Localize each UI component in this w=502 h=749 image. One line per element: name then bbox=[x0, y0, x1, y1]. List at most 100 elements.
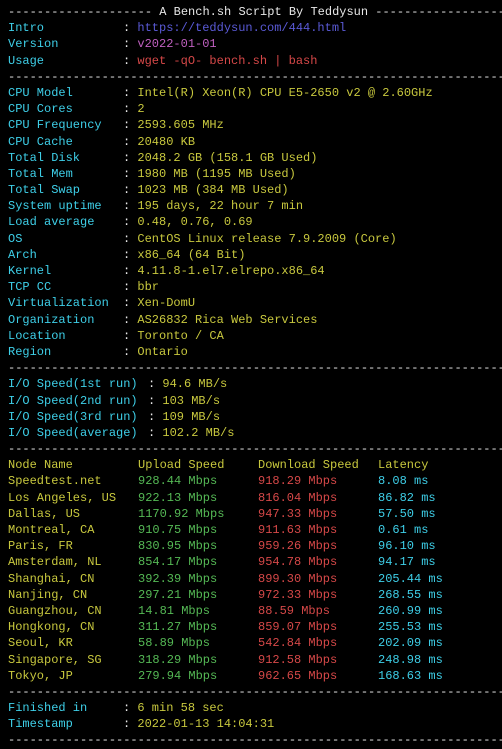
sys-label: Virtualization bbox=[8, 295, 123, 311]
speed-latency: 8.08 ms bbox=[378, 473, 428, 489]
speed-download: 899.30 Mbps bbox=[258, 571, 378, 587]
speed-upload: 58.89 Mbps bbox=[138, 635, 258, 651]
header-label: Intro bbox=[8, 20, 123, 36]
sys-label: Kernel bbox=[8, 263, 123, 279]
sys-label: Arch bbox=[8, 247, 123, 263]
io-value: 109 MB/s bbox=[162, 410, 220, 424]
speed-node: Los Angeles, US bbox=[8, 490, 138, 506]
speed-upload: 910.75 Mbps bbox=[138, 522, 258, 538]
speed-latency: 57.50 ms bbox=[378, 506, 436, 522]
terminal-output: -------------------- A Bench.sh Script B… bbox=[8, 4, 494, 749]
sys-value: 2048.2 GB (158.1 GB Used) bbox=[137, 151, 317, 165]
speed-download: 912.58 Mbps bbox=[258, 652, 378, 668]
sys-label: CPU Frequency bbox=[8, 117, 123, 133]
speed-upload: 14.81 Mbps bbox=[138, 603, 258, 619]
sys-value: Toronto / CA bbox=[137, 329, 223, 343]
sys-label: Region bbox=[8, 344, 123, 360]
sys-label: OS bbox=[8, 231, 123, 247]
speed-upload: 830.95 Mbps bbox=[138, 538, 258, 554]
speed-latency: 248.98 ms bbox=[378, 652, 443, 668]
sys-value: 4.11.8-1.el7.elrepo.x86_64 bbox=[137, 264, 324, 278]
sys-label: Total Mem bbox=[8, 166, 123, 182]
speed-download: 962.65 Mbps bbox=[258, 668, 378, 684]
speed-latency: 202.09 ms bbox=[378, 635, 443, 651]
sys-label: Load average bbox=[8, 214, 123, 230]
sys-value: Ontario bbox=[137, 345, 187, 359]
speed-latency: 168.63 ms bbox=[378, 668, 443, 684]
sys-value: x86_64 (64 Bit) bbox=[137, 248, 245, 262]
speed-node: Paris, FR bbox=[8, 538, 138, 554]
footer-value: 2022-01-13 14:04:31 bbox=[137, 717, 274, 731]
header-label: Version bbox=[8, 36, 123, 52]
speed-download: 88.59 Mbps bbox=[258, 603, 378, 619]
speed-download: 947.33 Mbps bbox=[258, 506, 378, 522]
sys-label: System uptime bbox=[8, 198, 123, 214]
speed-node: Guangzhou, CN bbox=[8, 603, 138, 619]
speed-latency: 205.44 ms bbox=[378, 571, 443, 587]
speed-node: Singapore, SG bbox=[8, 652, 138, 668]
speed-upload: 922.13 Mbps bbox=[138, 490, 258, 506]
speed-node: Montreal, CA bbox=[8, 522, 138, 538]
header-value: https://teddysun.com/444.html bbox=[137, 21, 346, 35]
speed-node: Dallas, US bbox=[8, 506, 138, 522]
speed-upload: 279.94 Mbps bbox=[138, 668, 258, 684]
col-upload: Upload Speed bbox=[138, 457, 258, 473]
speed-node: Tokyo, JP bbox=[8, 668, 138, 684]
io-value: 94.6 MB/s bbox=[162, 377, 227, 391]
speed-latency: 268.55 ms bbox=[378, 587, 443, 603]
sys-value: 20480 KB bbox=[137, 135, 195, 149]
sys-value: Xen-DomU bbox=[137, 296, 195, 310]
speed-download: 972.33 Mbps bbox=[258, 587, 378, 603]
sys-value: 0.48, 0.76, 0.69 bbox=[137, 215, 252, 229]
header-value: wget -qO- bench.sh | bash bbox=[137, 54, 317, 68]
sys-value: CentOS Linux release 7.9.2009 (Core) bbox=[137, 232, 396, 246]
io-label: I/O Speed(1st run) bbox=[8, 376, 148, 392]
speed-node: Hongkong, CN bbox=[8, 619, 138, 635]
header-value: v2022-01-01 bbox=[137, 37, 216, 51]
sys-label: Organization bbox=[8, 312, 123, 328]
sys-label: CPU Cores bbox=[8, 101, 123, 117]
speed-node: Amsterdam, NL bbox=[8, 554, 138, 570]
speed-upload: 928.44 Mbps bbox=[138, 473, 258, 489]
footer-label: Finished in bbox=[8, 700, 123, 716]
speed-download: 918.29 Mbps bbox=[258, 473, 378, 489]
speed-upload: 311.27 Mbps bbox=[138, 619, 258, 635]
speed-upload: 318.29 Mbps bbox=[138, 652, 258, 668]
speed-latency: 260.99 ms bbox=[378, 603, 443, 619]
sys-label: CPU Model bbox=[8, 85, 123, 101]
col-download: Download Speed bbox=[258, 457, 378, 473]
sys-label: Total Disk bbox=[8, 150, 123, 166]
io-label: I/O Speed(2nd run) bbox=[8, 393, 148, 409]
speed-download: 911.63 Mbps bbox=[258, 522, 378, 538]
sys-label: Location bbox=[8, 328, 123, 344]
speed-latency: 94.17 ms bbox=[378, 554, 436, 570]
speed-node: Shanghai, CN bbox=[8, 571, 138, 587]
speed-upload: 392.39 Mbps bbox=[138, 571, 258, 587]
sys-value: 1980 MB (1195 MB Used) bbox=[137, 167, 295, 181]
sys-value: AS26832 Rica Web Services bbox=[137, 313, 317, 327]
speed-download: 859.07 Mbps bbox=[258, 619, 378, 635]
speed-node: Nanjing, CN bbox=[8, 587, 138, 603]
speed-download: 816.04 Mbps bbox=[258, 490, 378, 506]
footer-value: 6 min 58 sec bbox=[137, 701, 223, 715]
io-label: I/O Speed(average) bbox=[8, 425, 148, 441]
speed-latency: 96.10 ms bbox=[378, 538, 436, 554]
speed-download: 542.84 Mbps bbox=[258, 635, 378, 651]
sys-label: CPU Cache bbox=[8, 134, 123, 150]
sys-value: 2593.605 MHz bbox=[137, 118, 223, 132]
speed-node: Seoul, KR bbox=[8, 635, 138, 651]
io-value: 102.2 MB/s bbox=[162, 426, 234, 440]
speed-latency: 86.82 ms bbox=[378, 490, 436, 506]
io-value: 103 MB/s bbox=[162, 394, 220, 408]
speed-download: 959.26 Mbps bbox=[258, 538, 378, 554]
speed-latency: 0.61 ms bbox=[378, 522, 428, 538]
sys-value: Intel(R) Xeon(R) CPU E5-2650 v2 @ 2.60GH… bbox=[137, 86, 432, 100]
header-label: Usage bbox=[8, 53, 123, 69]
sys-value: 195 days, 22 hour 7 min bbox=[137, 199, 303, 213]
sys-label: TCP CC bbox=[8, 279, 123, 295]
speed-upload: 1170.92 Mbps bbox=[138, 506, 258, 522]
script-title: A Bench.sh Script By Teddysun bbox=[159, 5, 368, 19]
speed-download: 954.78 Mbps bbox=[258, 554, 378, 570]
speed-upload: 297.21 Mbps bbox=[138, 587, 258, 603]
col-node: Node Name bbox=[8, 457, 138, 473]
